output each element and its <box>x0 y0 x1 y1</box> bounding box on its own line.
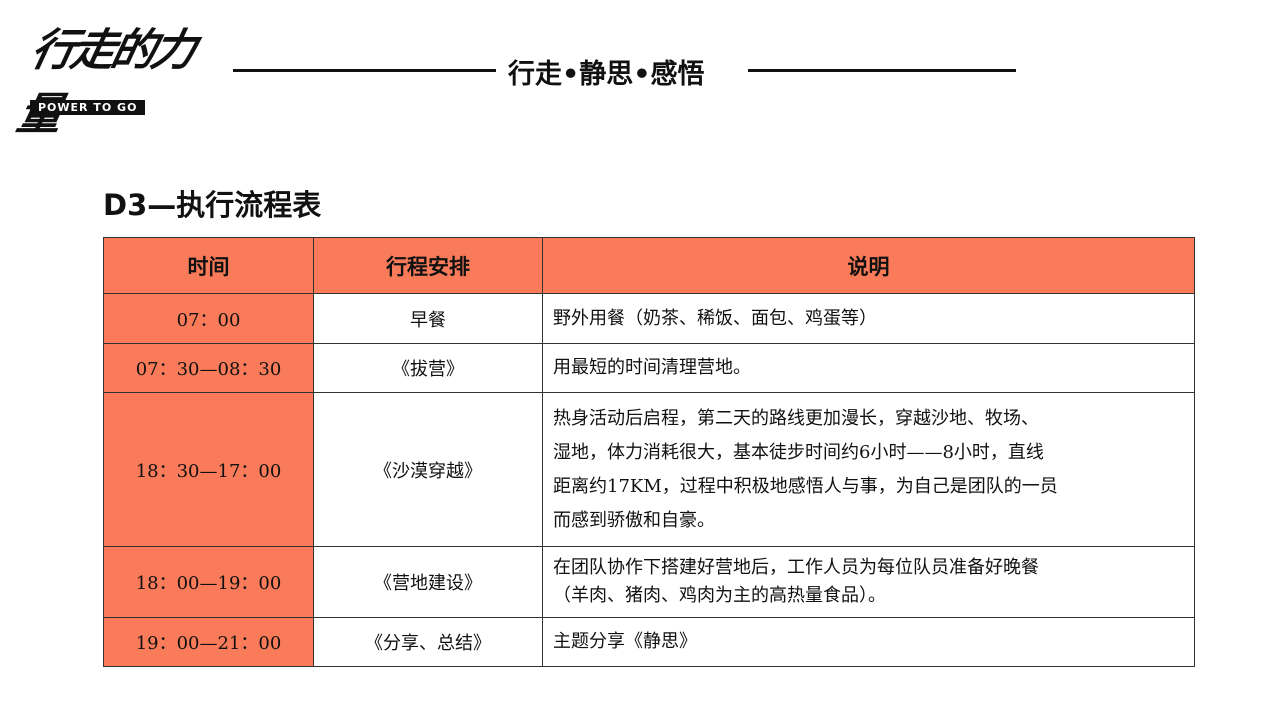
description-cell: 在团队协作下搭建好营地后，工作人员为每位队员准备好晚餐 （羊肉、猪肉、鸡肉为主的… <box>542 546 1195 618</box>
logo-calligraphy: 行走的力量 <box>13 25 198 140</box>
logo-tagline: POWER TO GO <box>30 100 146 115</box>
description-line: 主题分享《静思》 <box>553 631 697 652</box>
description-line: 在团队协作下搭建好营地后，工作人员为每位队员准备好晚餐 <box>553 557 1039 578</box>
time-cell: 07：30—08：30 <box>103 343 314 393</box>
table-row: 18：00—19：00 《营地建设》 在团队协作下搭建好营地后，工作人员为每位队… <box>103 546 1195 618</box>
activity-cell: 《营地建设》 <box>313 546 543 618</box>
activity-cell: 《沙漠穿越》 <box>313 392 543 547</box>
column-header-time: 时间 <box>103 237 314 294</box>
description-line: 湿地，体力消耗很大，基本徒步时间约6小时——8小时，直线 <box>553 441 1044 463</box>
time-cell: 07：00 <box>103 293 314 344</box>
table-row: 19：00—21：00 《分享、总结》 主题分享《静思》 <box>103 617 1195 667</box>
description-cell: 野外用餐（奶茶、稀饭、面包、鸡蛋等） <box>542 293 1195 344</box>
description-cell: 主题分享《静思》 <box>542 617 1195 667</box>
table-row: 07：30—08：30 《拔营》 用最短的时间清理营地。 <box>103 343 1195 393</box>
description-cell: 热身活动后启程，第二天的路线更加漫长，穿越沙地、牧场、 湿地，体力消耗很大，基本… <box>542 392 1195 547</box>
divider-right <box>748 69 1016 72</box>
page-title: D3—执行流程表 <box>103 188 322 222</box>
time-cell: 18：00—19：00 <box>103 546 314 618</box>
table-row: 18：30—17：00 《沙漠穿越》 热身活动后启程，第二天的路线更加漫长，穿越… <box>103 392 1195 547</box>
description-line: （羊肉、猪肉、鸡肉为主的高热量食品）。 <box>553 585 886 606</box>
table-header-row: 时间 行程安排 说明 <box>103 237 1195 294</box>
description-line: 用最短的时间清理营地。 <box>553 357 751 378</box>
column-header-activity: 行程安排 <box>313 237 543 294</box>
description-line: 野外用餐（奶茶、稀饭、面包、鸡蛋等） <box>553 307 877 329</box>
divider-left <box>233 69 496 72</box>
activity-cell: 《分享、总结》 <box>313 617 543 667</box>
slogan: 行走•静思•感悟 <box>508 59 705 90</box>
schedule-table: 时间 行程安排 说明 07：00 早餐 野外用餐（奶茶、稀饭、面包、鸡蛋等） 0… <box>103 237 1195 667</box>
table-row: 07：00 早餐 野外用餐（奶茶、稀饭、面包、鸡蛋等） <box>103 293 1195 344</box>
description-line: 热身活动后启程，第二天的路线更加漫长，穿越沙地、牧场、 <box>553 407 1039 429</box>
time-cell: 18：30—17：00 <box>103 392 314 547</box>
logo: 行走的力量 POWER TO GO <box>13 14 218 140</box>
time-cell: 19：00—21：00 <box>103 617 314 667</box>
description-cell: 用最短的时间清理营地。 <box>542 343 1195 393</box>
activity-cell: 早餐 <box>313 293 543 344</box>
column-header-description: 说明 <box>542 237 1195 294</box>
description-line: 距离约17KM，过程中积极地感悟人与事，为自己是团队的一员 <box>553 475 1058 497</box>
description-line: 而感到骄傲和自豪。 <box>553 509 715 531</box>
activity-cell: 《拔营》 <box>313 343 543 393</box>
